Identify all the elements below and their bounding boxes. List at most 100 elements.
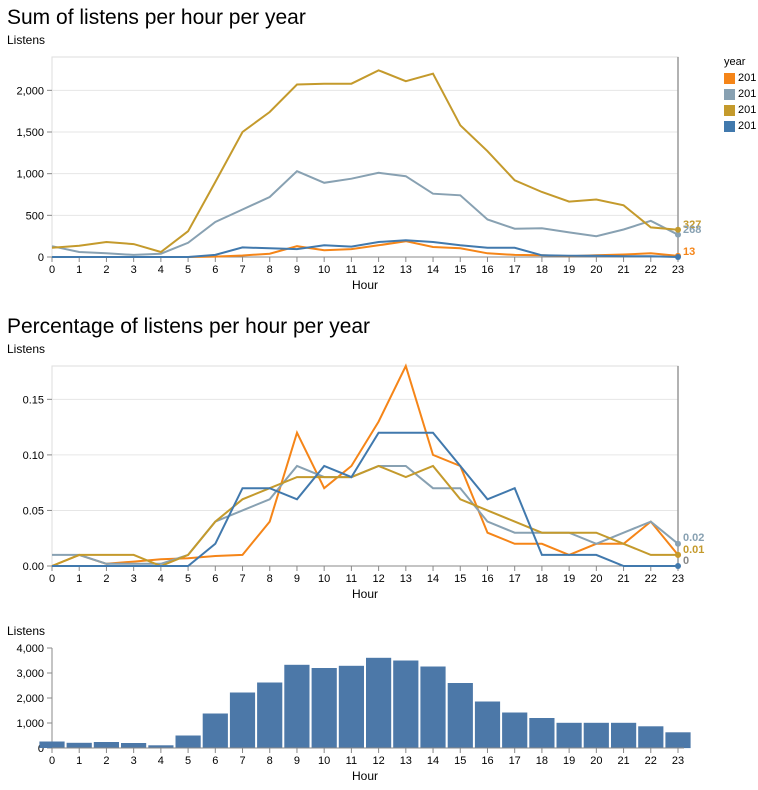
pct-x-tick-label: 11 xyxy=(346,573,357,585)
sum-x-tick-label: 17 xyxy=(509,264,521,276)
bar-hour-8[interactable] xyxy=(257,682,283,749)
bar-hour-15[interactable] xyxy=(447,683,473,748)
bar-y-tick-label: 3,000 xyxy=(16,668,44,680)
sum-series-line[interactable] xyxy=(52,239,679,258)
pct-x-tick-label: 0 xyxy=(49,573,55,585)
bar-x-tick-label: 7 xyxy=(239,755,245,767)
pct-x-tick-label: 16 xyxy=(481,573,493,585)
sum-end-point[interactable] xyxy=(675,226,681,233)
bar-hour-21[interactable] xyxy=(611,722,637,749)
sum-x-tick-label: 18 xyxy=(536,264,548,276)
sum-end-label: 13 xyxy=(683,246,695,258)
bar-x-tick-label: 6 xyxy=(212,755,218,767)
sum-chart-title: Sum of listens per hour per year xyxy=(7,6,306,29)
legend-item[interactable]: 201 xyxy=(724,118,756,134)
pct-end-label: 0.02 xyxy=(683,532,704,544)
sum-series-line[interactable] xyxy=(51,170,679,256)
bar-x-tick-label: 23 xyxy=(672,755,684,767)
sum-chart-y-label: Listens xyxy=(7,33,46,47)
pct-x-axis-title: Hour xyxy=(352,587,378,601)
sum-end-point[interactable] xyxy=(675,254,681,260)
bar-x-tick-label: 14 xyxy=(427,755,439,767)
sum-y-tick-label: 1,000 xyxy=(16,169,44,181)
bar-y-tick-label: 0 xyxy=(38,743,44,755)
bar-hour-14[interactable] xyxy=(420,666,446,749)
sum-x-tick-label: 21 xyxy=(617,264,629,276)
legend-title: year xyxy=(724,56,746,68)
bar-x-tick-label: 22 xyxy=(645,755,657,767)
bar-hour-1[interactable] xyxy=(66,742,92,749)
bar-hour-4[interactable] xyxy=(148,745,174,749)
bar-hour-23[interactable] xyxy=(665,732,691,749)
bar-x-axis-title: Hour xyxy=(352,769,378,783)
bar-hour-12[interactable] xyxy=(366,657,392,749)
sum-end-point[interactable] xyxy=(675,231,681,238)
bar-hour-5[interactable] xyxy=(175,735,201,749)
pct-x-tick-label: 17 xyxy=(509,573,521,585)
bar-hour-10[interactable] xyxy=(311,668,337,748)
bar-x-tick-label: 19 xyxy=(563,755,575,767)
sum-x-tick-label: 5 xyxy=(185,264,191,276)
pct-x-tick-label: 6 xyxy=(212,573,218,585)
sum-x-tick-label: 12 xyxy=(372,264,384,276)
legend-swatch xyxy=(724,72,735,84)
bar-y-tick-label: 4,000 xyxy=(16,643,44,655)
pct-end-point[interactable] xyxy=(675,540,681,547)
bar-hour-2[interactable] xyxy=(93,742,119,748)
bar-x-tick-label: 11 xyxy=(346,755,357,767)
legend-item[interactable]: 201 xyxy=(724,102,756,118)
bar-hour-17[interactable] xyxy=(502,712,528,749)
pct-plot-frame xyxy=(51,365,679,567)
bar-y-tick-label: 1,000 xyxy=(16,718,44,730)
sum-series-line[interactable] xyxy=(51,69,679,254)
year-legend[interactable]: year 201 201 201 201 xyxy=(724,56,756,134)
bar-hour-20[interactable] xyxy=(583,722,609,749)
sum-end-label: 327 xyxy=(683,219,701,231)
bar-hour-11[interactable] xyxy=(338,665,364,749)
bar-hour-9[interactable] xyxy=(284,664,310,749)
bar-hour-19[interactable] xyxy=(556,722,582,749)
pct-end-point[interactable] xyxy=(675,563,681,569)
pct-series-line[interactable] xyxy=(51,363,679,567)
bar-hour-6[interactable] xyxy=(202,713,228,749)
bar-hour-0[interactable] xyxy=(39,741,65,749)
bar-hour-3[interactable] xyxy=(121,743,147,748)
legend-item[interactable]: 201 xyxy=(724,86,756,102)
sum-x-tick-label: 22 xyxy=(645,264,657,276)
pct-x-tick-label: 21 xyxy=(617,573,629,585)
sum-x-tick-label: 20 xyxy=(590,264,602,276)
bar-hour-16[interactable] xyxy=(474,701,501,749)
bar-x-tick-label: 1 xyxy=(76,755,82,767)
legend-item[interactable]: 201 xyxy=(724,70,756,86)
pct-end-label: 0 xyxy=(683,555,689,567)
legend-swatch xyxy=(724,120,735,132)
bar-hour-7[interactable] xyxy=(229,692,256,749)
bar-hour-18[interactable] xyxy=(529,718,555,748)
pct-end-point[interactable] xyxy=(675,551,681,558)
pct-series-line[interactable] xyxy=(52,431,678,567)
pct-series-line[interactable] xyxy=(51,464,678,568)
bar-hour-13[interactable] xyxy=(393,660,419,749)
bar-hour-22[interactable] xyxy=(638,726,664,749)
sum-y-tick-label: 0 xyxy=(38,252,44,264)
legend-label: 201 xyxy=(738,88,757,100)
pct-chart-y-label: Listens xyxy=(7,342,46,356)
sum-x-tick-label: 13 xyxy=(400,264,412,276)
sum-x-tick-label: 19 xyxy=(563,264,575,276)
pct-x-tick-label: 12 xyxy=(372,573,384,585)
bar-chart-y-label: Listens xyxy=(7,624,46,638)
sum-plot-frame xyxy=(51,56,679,258)
bar-x-tick-label: 18 xyxy=(536,755,548,767)
sum-x-tick-label: 23 xyxy=(672,264,684,276)
sum-x-tick-label: 0 xyxy=(49,264,55,276)
pct-y-tick-label: 0.00 xyxy=(23,561,44,573)
sum-x-tick-label: 6 xyxy=(212,264,218,276)
pct-y-tick-label: 0.05 xyxy=(23,505,44,517)
bar-x-tick-label: 12 xyxy=(372,755,384,767)
pct-x-tick-label: 15 xyxy=(454,573,466,585)
bar-x-tick-label: 15 xyxy=(454,755,466,767)
sum-x-tick-label: 4 xyxy=(158,264,164,276)
sum-x-tick-label: 8 xyxy=(267,264,273,276)
sum-x-tick-label: 10 xyxy=(318,264,330,276)
